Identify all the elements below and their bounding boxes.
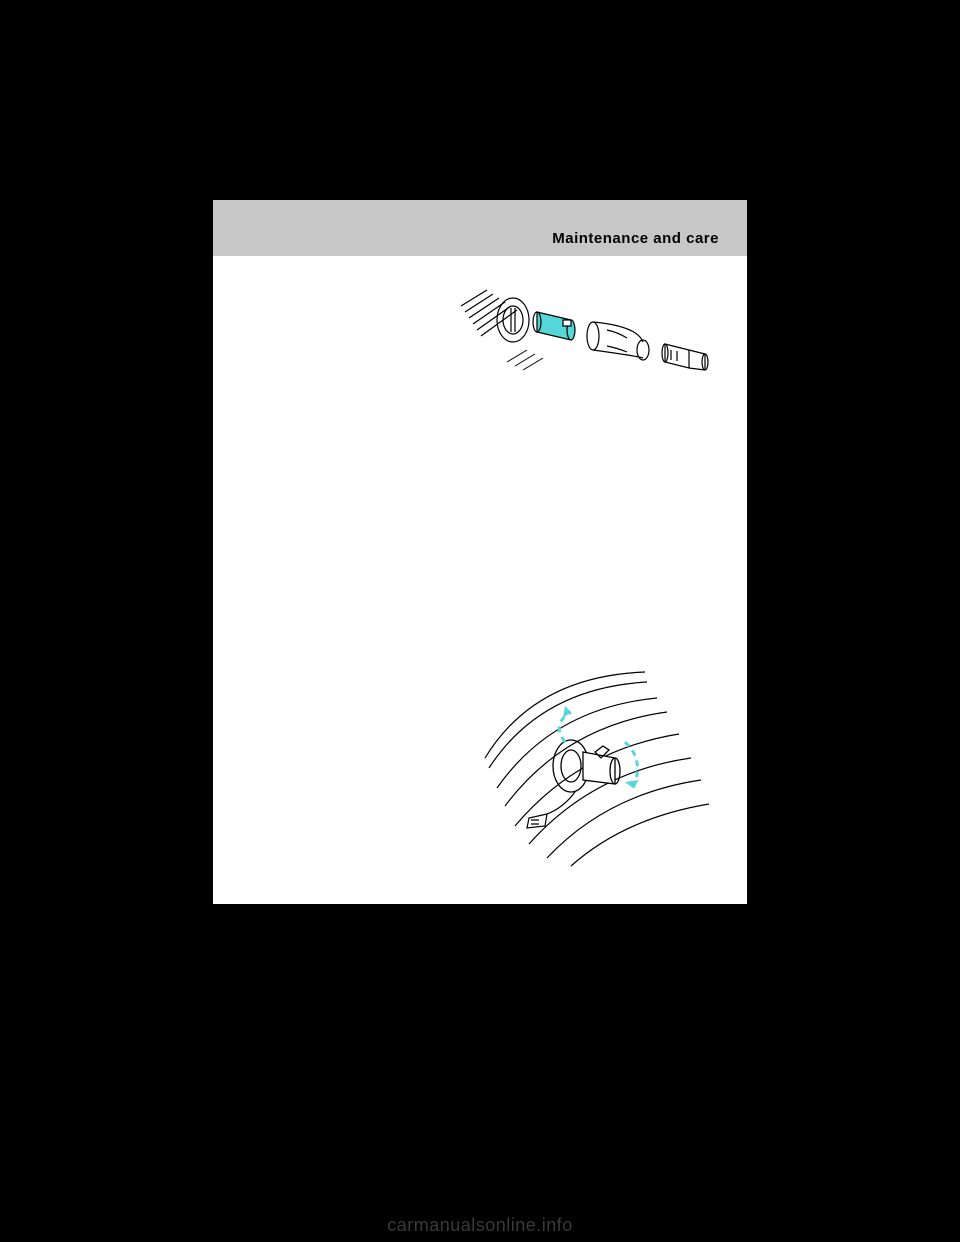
section-header-bar: Maintenance and care xyxy=(213,200,747,256)
manual-page: Maintenance and care xyxy=(213,200,747,904)
watermark-text: carmanualsonline.info xyxy=(387,1215,573,1236)
illustration-bulb-exploded xyxy=(459,284,721,404)
section-header-title: Maintenance and care xyxy=(552,230,719,247)
illustration-retainer-ring xyxy=(475,668,715,868)
bulb-exploded-icon xyxy=(459,284,721,404)
retainer-ring-icon xyxy=(475,668,715,868)
